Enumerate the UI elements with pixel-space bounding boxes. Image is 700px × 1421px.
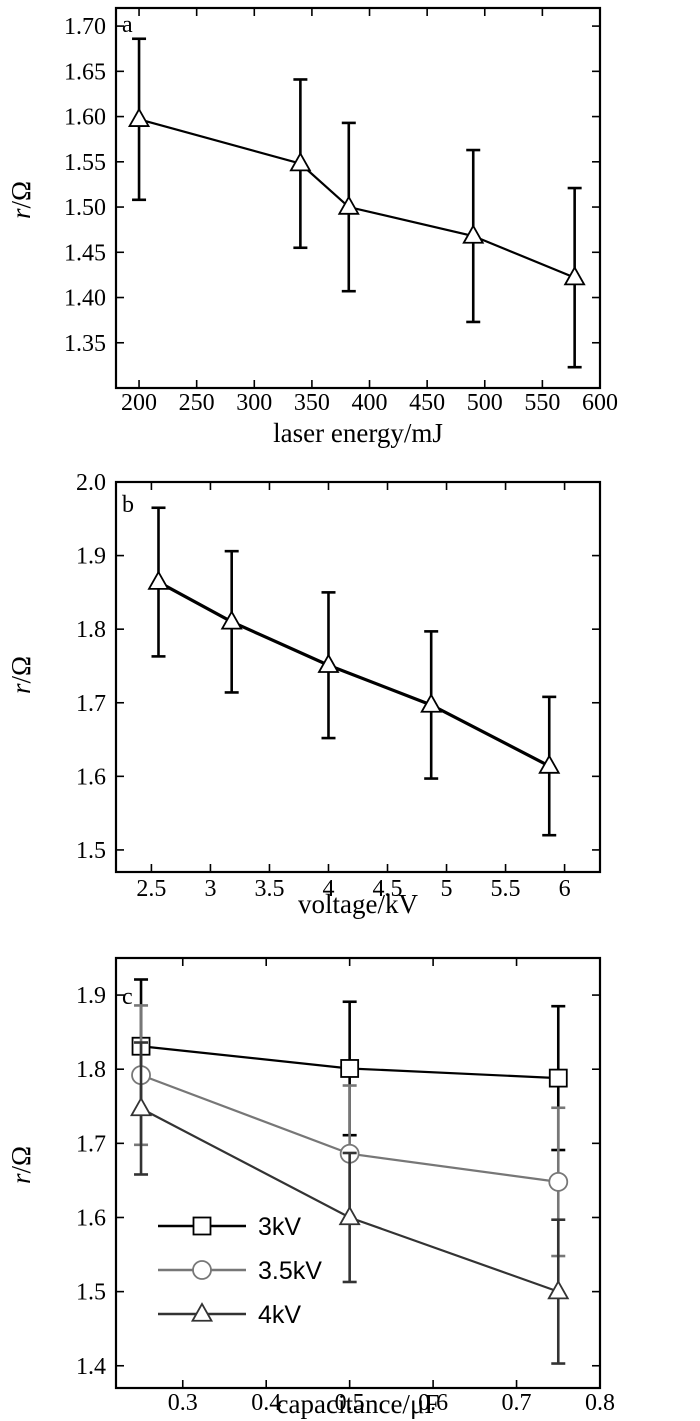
y-tick-label: 1.7 bbox=[76, 1131, 106, 1157]
y-tick-label: 1.8 bbox=[76, 1057, 106, 1083]
chart-panel-b: 2.5 3 3.5 4 4.5 5 5.5 6 1.5 1.6 1.7 1.8 1.9 2.0 voltag… bbox=[6, 470, 602, 919]
legend-label: 3.5kV bbox=[258, 1257, 322, 1285]
data-point bbox=[340, 1059, 360, 1078]
x-tick-label: 600 bbox=[582, 390, 618, 416]
data-point bbox=[462, 224, 485, 244]
data-point bbox=[289, 151, 312, 172]
legend-label: 3kV bbox=[258, 1213, 301, 1241]
panel-letter: b bbox=[122, 492, 134, 518]
x-tick-label: 5.5 bbox=[491, 876, 521, 902]
y-axis-label: r/Ω bbox=[6, 1146, 36, 1184]
y-tick-label: 1.9 bbox=[76, 544, 106, 570]
y-tick-label: 1.6 bbox=[76, 1205, 106, 1231]
series-series-0 bbox=[147, 506, 561, 837]
y-tick-label: 1.60 bbox=[64, 105, 106, 131]
data-point bbox=[338, 1205, 361, 1226]
series-line bbox=[157, 580, 550, 768]
panel-letter: a bbox=[122, 12, 133, 38]
x-axis-label: voltage/kV bbox=[298, 889, 418, 919]
legend-marker bbox=[192, 1260, 212, 1280]
x-tick-label: 0.8 bbox=[585, 1390, 615, 1416]
x-tick-label: 350 bbox=[294, 390, 330, 416]
y-tick-label: 1.45 bbox=[64, 240, 106, 266]
y-tick-label: 1.40 bbox=[64, 286, 106, 312]
y-tick-label: 1.5 bbox=[76, 838, 106, 864]
y-tick-label: 1.8 bbox=[76, 617, 106, 643]
data-point bbox=[337, 195, 360, 215]
plot-frame bbox=[114, 956, 602, 1390]
y-tick-label: 2.0 bbox=[76, 470, 106, 496]
x-tick-label: 6 bbox=[559, 876, 571, 902]
x-tick-label: 500 bbox=[467, 390, 503, 416]
y-tick-label: 1.70 bbox=[64, 14, 106, 40]
y-axis-label: r/Ω bbox=[6, 181, 36, 219]
data-point bbox=[548, 1068, 568, 1088]
x-axis-label: laser energy/mJ bbox=[273, 418, 443, 448]
x-tick-label: 550 bbox=[524, 390, 560, 416]
series-series-0 bbox=[128, 37, 586, 369]
x-tick-label: 2.5 bbox=[136, 876, 166, 902]
x-tick-label: 0.4 bbox=[251, 1390, 281, 1416]
x-tick-label: 5 bbox=[441, 876, 453, 902]
chart-panel-a: 200 250 300 350 400 450 500 550 600 1.35 1.40 1.45 1… bbox=[6, 6, 618, 448]
y-tick-label: 1.35 bbox=[64, 331, 106, 357]
data-point bbox=[129, 1096, 153, 1117]
y-tick-label: 1.9 bbox=[76, 983, 106, 1009]
x-tick-label: 200 bbox=[121, 390, 157, 416]
y-tick-label: 1.6 bbox=[76, 764, 106, 790]
x-tick-label: 400 bbox=[352, 390, 388, 416]
x-tick-label: 0.3 bbox=[168, 1390, 198, 1416]
data-point bbox=[220, 609, 243, 630]
x-tick-label: 4.5 bbox=[373, 876, 403, 902]
x-tick-label: 0.6 bbox=[418, 1390, 448, 1416]
y-tick-label: 1.55 bbox=[64, 150, 106, 176]
panel-letter: c bbox=[122, 984, 133, 1010]
y-tick-label: 1.7 bbox=[76, 691, 106, 717]
x-tick-label: 0.7 bbox=[502, 1390, 532, 1416]
plot-frame bbox=[114, 480, 602, 874]
plot-frame bbox=[114, 6, 602, 390]
data-point bbox=[317, 653, 340, 673]
x-axis-label: capacitance/μF bbox=[277, 1389, 440, 1419]
y-tick-label: 1.5 bbox=[76, 1280, 106, 1306]
data-point bbox=[563, 265, 586, 286]
data-point bbox=[147, 570, 170, 590]
data-point bbox=[420, 693, 443, 713]
legend-marker bbox=[192, 1216, 212, 1236]
x-tick-label: 250 bbox=[179, 390, 215, 416]
x-tick-label: 300 bbox=[236, 390, 272, 416]
x-tick-label: 0.5 bbox=[335, 1390, 365, 1416]
legend: 3kV 3.5kV 4kV bbox=[158, 1213, 322, 1329]
x-tick-label: 450 bbox=[409, 390, 445, 416]
x-tick-label: 3.5 bbox=[254, 876, 284, 902]
y-tick-label: 1.4 bbox=[76, 1354, 106, 1380]
series-4kv bbox=[129, 1041, 570, 1365]
x-tick-label: 3 bbox=[204, 876, 216, 902]
data-point bbox=[538, 754, 561, 774]
legend-marker bbox=[190, 1302, 214, 1322]
y-tick-label: 1.50 bbox=[64, 195, 106, 221]
legend-label: 4kV bbox=[258, 1301, 301, 1329]
series-line bbox=[138, 118, 576, 279]
chart-panel-c: 0.3 0.4 0.5 0.6 0.7 0.8 1.4 1.5 1.6 1.7 1.8 1.9 capa… bbox=[6, 956, 615, 1419]
y-axis-label: r/Ω bbox=[6, 656, 36, 694]
y-tick-label: 1.65 bbox=[64, 59, 106, 85]
data-point bbox=[128, 107, 151, 127]
data-point bbox=[547, 1279, 570, 1300]
x-tick-label: 4 bbox=[322, 876, 334, 902]
data-point bbox=[548, 1171, 569, 1192]
